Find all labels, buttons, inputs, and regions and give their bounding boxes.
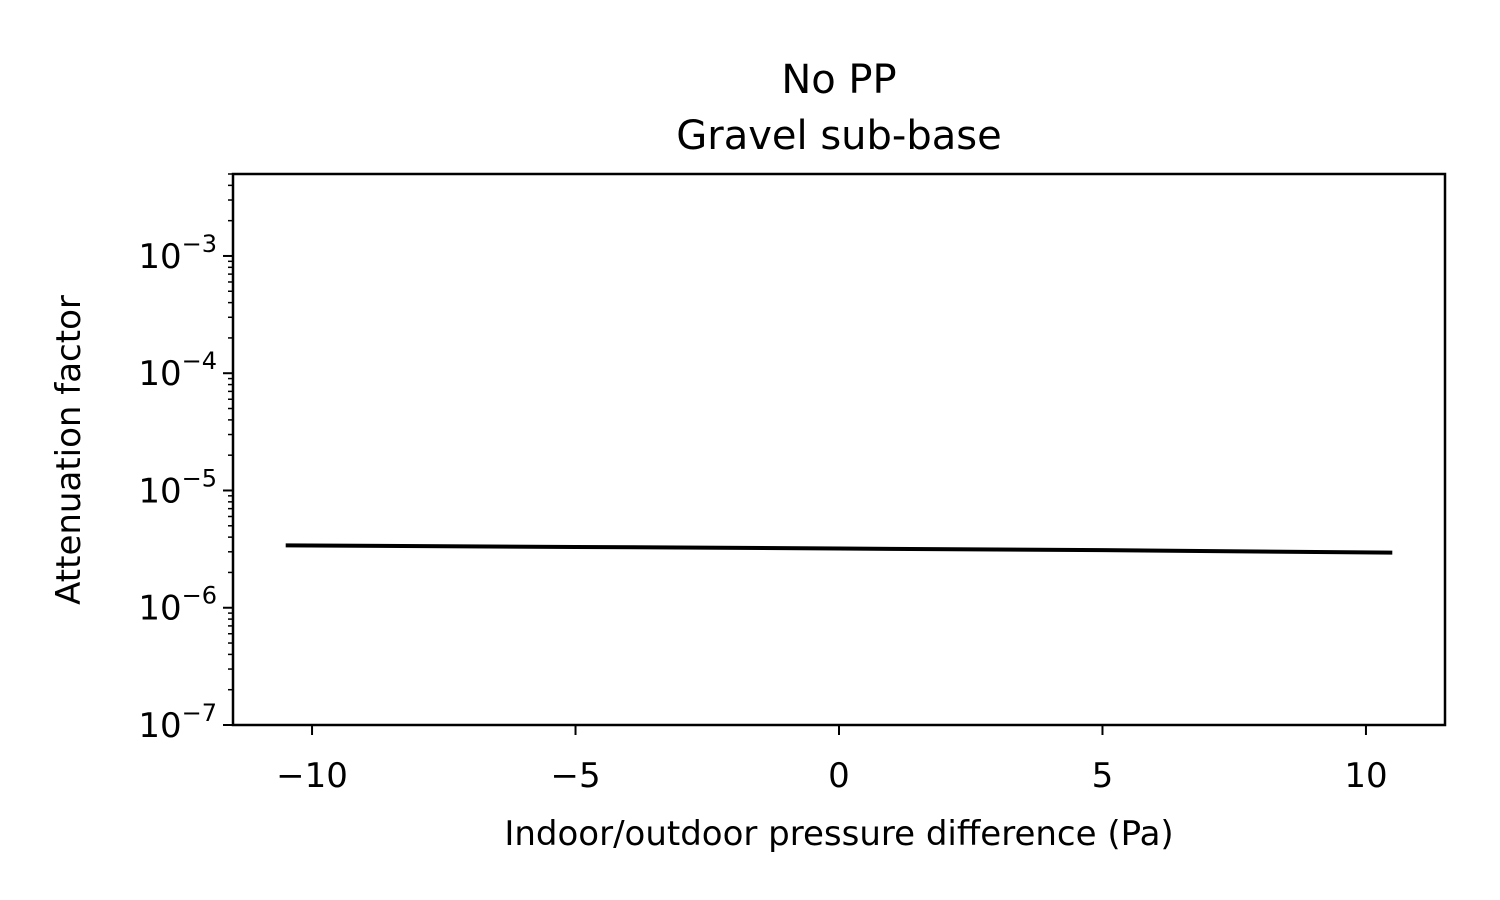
x-tick-label: −5 (550, 756, 600, 796)
y-tick-label: 10−5 (138, 464, 217, 511)
y-tick-exponent: −6 (182, 582, 217, 610)
y-tick-exponent: −7 (182, 699, 217, 727)
x-tick-label: 10 (1344, 756, 1387, 796)
y-tick-base: 10 (138, 354, 181, 394)
x-tick-label: 0 (828, 756, 850, 796)
y-tick-exponent: −5 (182, 464, 217, 492)
x-axis-label: Indoor/outdoor pressure difference (Pa) (504, 814, 1173, 854)
plot-frame (231, 172, 1447, 727)
x-tick-label: 5 (1092, 756, 1114, 796)
series-line (285, 543, 1393, 555)
y-tick-exponent: −4 (182, 347, 217, 375)
y-axis-label: Attenuation factor (49, 295, 89, 605)
y-tick-base: 10 (138, 706, 181, 746)
y-tick-label: 10−6 (138, 582, 217, 629)
y-tick-label: 10−3 (138, 230, 217, 277)
y-tick-base: 10 (138, 237, 181, 277)
y-tick-exponent: −3 (182, 230, 217, 258)
y-tick-label: 10−4 (138, 347, 217, 394)
x-tick-label: −10 (276, 756, 348, 796)
chart-subtitle: Gravel sub-base (676, 113, 1001, 159)
y-tick-base: 10 (138, 589, 181, 629)
y-tick-label: 10−7 (138, 699, 217, 746)
chart-title: No PP (781, 57, 896, 103)
y-tick-base: 10 (138, 471, 181, 511)
